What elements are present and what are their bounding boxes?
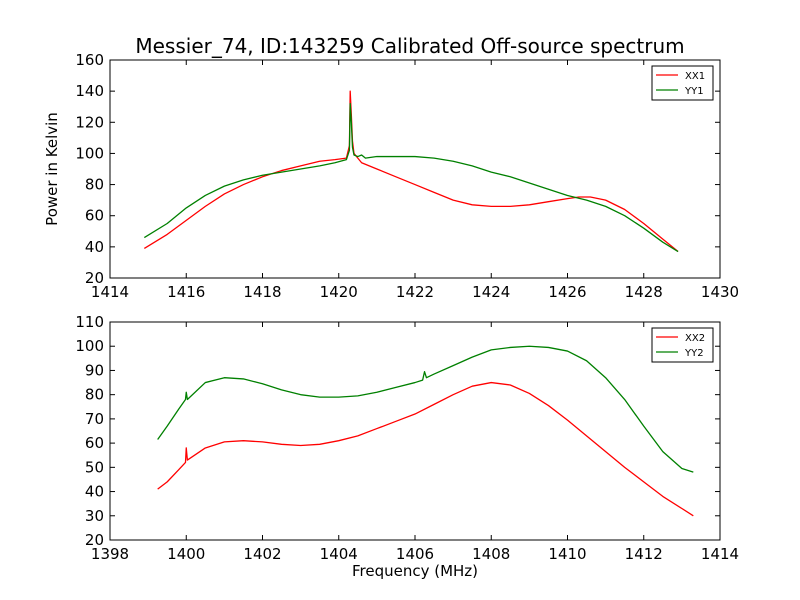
legend-label-yy1: YY1	[684, 86, 704, 97]
y-tick-label: 40	[85, 238, 104, 256]
y-tick-label: 30	[85, 507, 104, 525]
x-tick-label: 1406	[396, 545, 434, 563]
x-axis-label: Frequency (MHz)	[352, 562, 478, 580]
y-axis-label: Power in Kelvin	[43, 112, 61, 226]
x-tick-label: 1404	[320, 545, 358, 563]
legend-label-xx1: XX1	[685, 71, 705, 82]
y-tick-label: 90	[85, 361, 104, 379]
y-tick-label: 40	[85, 483, 104, 501]
x-tick-label: 1414	[701, 545, 739, 563]
bottom-panel: 1398 1400 1402 1404 1406 1408 1410 1412 1414 20 30…	[75, 313, 739, 580]
x-tick-label: 1414	[91, 283, 129, 301]
y-tick-label: 60	[85, 434, 104, 452]
chart-title: Messier_74, ID:143259 Calibrated Off-sou…	[135, 34, 684, 58]
x-tick-label: 1426	[548, 283, 586, 301]
top-panel: 1414 1416 1418 1420 1422 1424 1426 1428 1430 20 40…	[43, 51, 739, 301]
legend-label-xx2: XX2	[685, 333, 705, 344]
y-tick-label: 100	[75, 144, 104, 162]
y-tick-label: 160	[75, 51, 104, 69]
y-tick-label: 20	[85, 531, 104, 549]
y-tick-label: 80	[85, 386, 104, 404]
y-tick-label: 50	[85, 458, 104, 476]
x-tick-label: 1430	[701, 283, 739, 301]
x-tick-label: 1424	[472, 283, 510, 301]
x-tick-label: 1428	[625, 283, 663, 301]
x-tick-label: 1420	[320, 283, 358, 301]
x-tick-label: 1410	[548, 545, 586, 563]
y-tick-label: 140	[75, 82, 104, 100]
x-tick-label: 1402	[243, 545, 281, 563]
series-line-yy1	[143, 102, 679, 253]
x-tick-label: 1412	[625, 545, 663, 563]
x-tick-label: 1408	[472, 545, 510, 563]
y-tick-label: 120	[75, 113, 104, 131]
y-tick-label: 70	[85, 410, 104, 428]
series-line-yy2	[157, 345, 694, 473]
x-tick-label: 1416	[167, 283, 205, 301]
y-tick-label: 110	[75, 313, 104, 331]
y-tick-label: 20	[85, 269, 104, 287]
x-tick-label: 1418	[243, 283, 281, 301]
legend-box	[651, 65, 714, 101]
x-tick-label: 1422	[396, 283, 434, 301]
y-tick-label: 60	[85, 207, 104, 225]
x-tick-label: 1398	[91, 545, 129, 563]
y-tick-label: 80	[85, 176, 104, 194]
legend-box	[651, 327, 714, 363]
legend-label-yy2: YY2	[684, 348, 704, 359]
x-tick-label: 1400	[167, 545, 205, 563]
y-tick-label: 100	[75, 337, 104, 355]
series-line-xx2	[157, 381, 694, 517]
